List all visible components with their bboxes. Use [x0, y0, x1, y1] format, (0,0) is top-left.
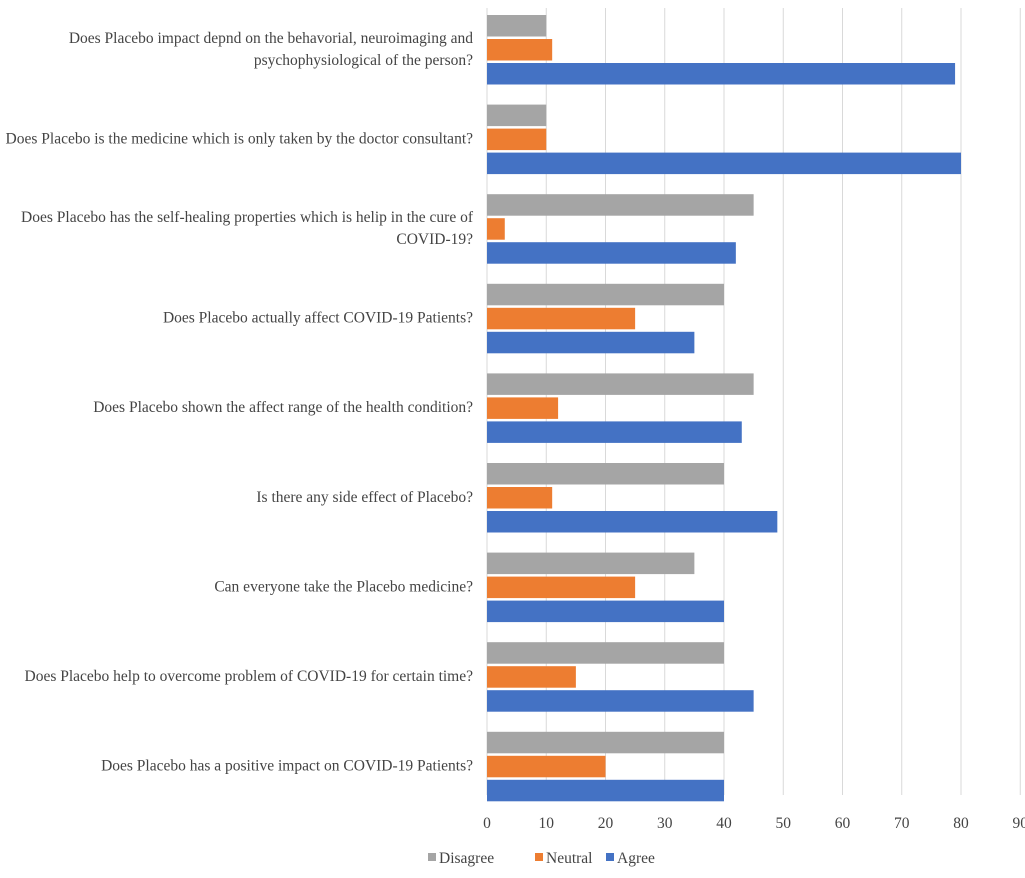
legend-label-neutral: Neutral	[546, 850, 592, 867]
bar-neutral-6	[487, 487, 553, 509]
bar-neutral-8	[487, 666, 576, 688]
bar-disagree-2	[487, 104, 547, 127]
x-tick-label: 40	[716, 815, 732, 832]
bar-neutral-1	[487, 39, 553, 61]
category-label: Does Placebo actually affect COVID-19 Pa…	[163, 310, 473, 327]
x-tick-label: 10	[539, 815, 555, 832]
category-label: Is there any side effect of Placebo?	[256, 489, 473, 506]
x-axis-ticks: 0 10 20 30 40 50 60 70 80 90	[483, 815, 1025, 832]
legend-swatch-disagree	[428, 853, 436, 861]
bar-agree-7	[487, 600, 724, 623]
x-tick-label: 30	[657, 815, 673, 832]
bar-disagree-3	[487, 194, 754, 216]
category-label: Does Placebo has a positive impact on CO…	[101, 758, 473, 775]
x-tick-label: 90	[1013, 815, 1025, 832]
category-label: Does Placebo has the self-healing proper…	[21, 209, 474, 248]
bar-disagree-9	[487, 731, 724, 754]
bar-disagree-6	[487, 463, 724, 485]
bar-agree-8	[487, 690, 754, 712]
legend-swatch-agree	[606, 853, 614, 861]
legend: Disagree Neutral Agree	[428, 850, 655, 867]
bar-neutral-5	[487, 397, 559, 419]
x-tick-label: 60	[835, 815, 851, 832]
bar-agree-1	[487, 63, 956, 85]
bar-neutral-4	[487, 307, 636, 330]
bar-neutral-7	[487, 576, 636, 599]
bar-neutral-2	[487, 128, 547, 151]
category-labels: Does Placebo impact depnd on the behavor…	[6, 30, 474, 775]
bar-disagree-8	[487, 642, 724, 664]
bar-agree-6	[487, 511, 778, 533]
x-tick-label: 80	[953, 815, 969, 832]
bar-neutral-9	[487, 755, 606, 778]
bar-disagree-4	[487, 283, 724, 306]
x-tick-label: 50	[776, 815, 792, 832]
bar-agree-9	[487, 779, 724, 802]
category-label: Can everyone take the Placebo medicine?	[214, 578, 473, 595]
bars	[487, 15, 961, 802]
category-label: Does Placebo is the medicine which is on…	[6, 130, 474, 147]
bar-agree-2	[487, 152, 961, 175]
x-tick-label: 70	[894, 815, 910, 832]
bar-agree-4	[487, 331, 695, 354]
bar-disagree-5	[487, 373, 754, 395]
category-label: Does Placebo shown the affect range of t…	[93, 399, 473, 416]
legend-label-agree: Agree	[617, 850, 655, 867]
bar-agree-5	[487, 421, 742, 443]
bar-agree-3	[487, 242, 736, 264]
category-label: Does Placebo impact depnd on the behavor…	[69, 30, 473, 69]
bar-neutral-3	[487, 218, 505, 240]
category-label: Does Placebo help to overcome problem of…	[25, 668, 474, 685]
bar-disagree-1	[487, 15, 547, 37]
legend-label-disagree: Disagree	[439, 850, 494, 867]
legend-swatch-neutral	[535, 853, 543, 861]
x-tick-label: 20	[598, 815, 614, 832]
x-tick-label: 0	[483, 815, 491, 832]
bar-disagree-7	[487, 552, 695, 575]
